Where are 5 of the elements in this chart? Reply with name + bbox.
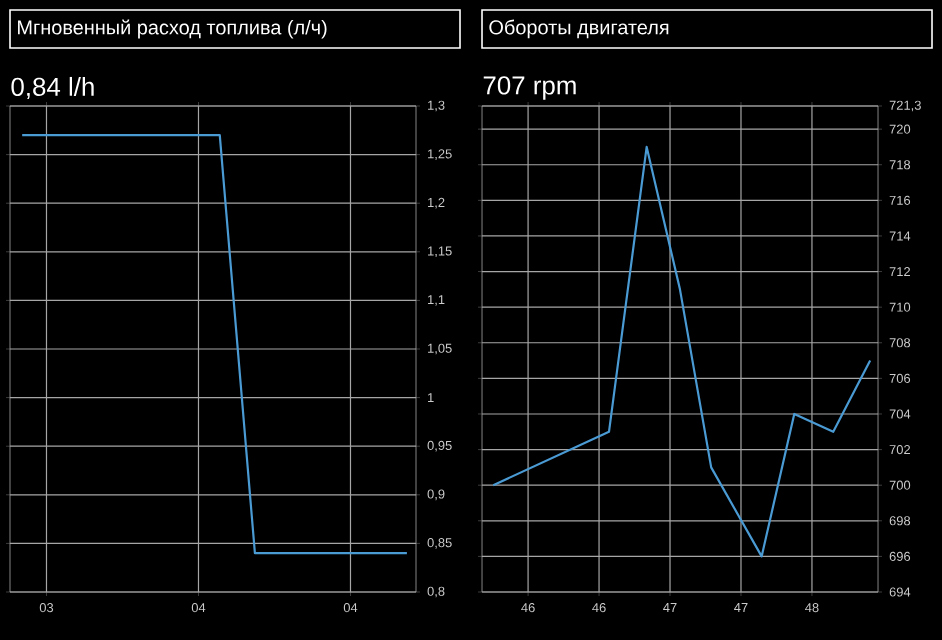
line-series bbox=[492, 145, 872, 558]
chart-title: Обороты двигателя bbox=[489, 19, 669, 39]
chart-subtitle: 707 rpm bbox=[483, 76, 576, 100]
chart-subtitle: 0,84 l/h bbox=[11, 76, 94, 100]
chart-title: Мгновенный расход топлива (л/ч) bbox=[18, 19, 327, 39]
